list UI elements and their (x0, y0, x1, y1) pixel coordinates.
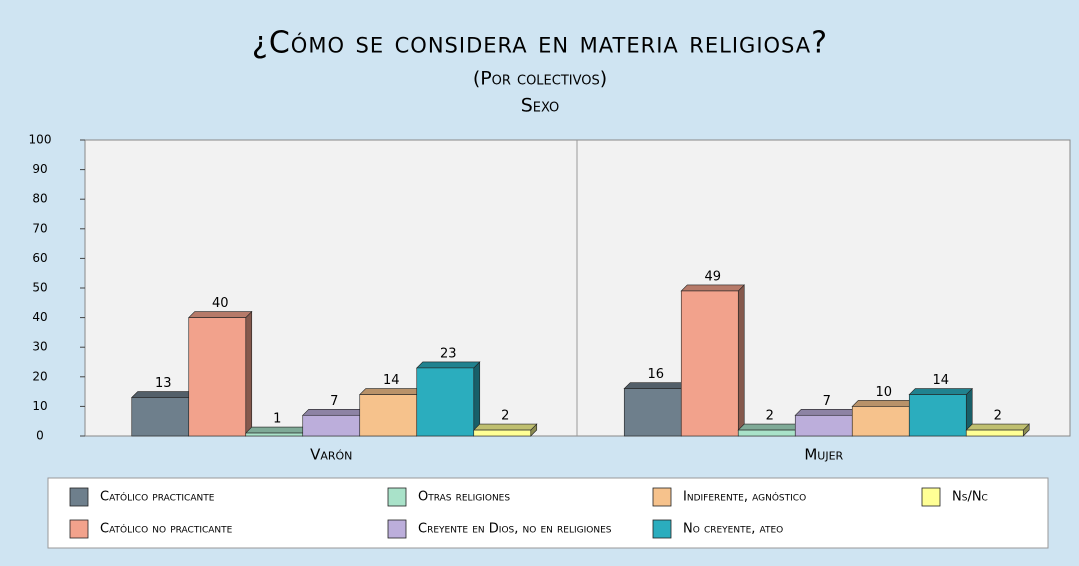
bar (680, 290, 739, 437)
x-tick-label: Varón (310, 446, 352, 464)
legend-swatch (387, 487, 407, 507)
legend-label: Otras religiones (418, 490, 510, 505)
y-tick-label: 80 (32, 192, 47, 206)
value-label: 40 (212, 296, 229, 311)
bar-top (359, 388, 424, 395)
value-label: 7 (823, 394, 831, 409)
bar-top (851, 400, 916, 407)
bar (965, 429, 1024, 437)
y-tick-label: 50 (32, 281, 47, 295)
bar-top (188, 311, 253, 318)
y-tick-label: 60 (32, 251, 47, 265)
value-label: 2 (766, 409, 774, 424)
bar (416, 367, 475, 437)
bar (131, 397, 190, 437)
y-tick-label: 0 (36, 429, 44, 443)
chart-title: ¿Cómo se considera en materia religiosa? (252, 26, 828, 61)
legend-swatch (652, 487, 672, 507)
y-tick-label: 90 (32, 162, 47, 176)
legend-label: Ns/Nc (952, 490, 988, 505)
bar (851, 406, 910, 437)
x-tick-label: Mujer (804, 446, 843, 464)
bar-top (623, 382, 688, 389)
y-tick-label: 100 (29, 133, 52, 147)
bar-side (245, 310, 253, 437)
legend-swatch (69, 519, 89, 539)
bar-top (680, 284, 745, 292)
value-label: 49 (704, 269, 721, 284)
legend-label: Católico no practicante (100, 522, 233, 537)
value-label: 14 (932, 373, 949, 388)
legend-label: Creyente en Dios, no en religiones (418, 522, 612, 537)
bar-top (473, 423, 538, 431)
bar-top (416, 361, 481, 369)
chart-subtitle: (Por colectivos) (473, 68, 607, 90)
value-label: 23 (440, 346, 457, 361)
y-tick-label: 70 (32, 221, 47, 235)
bar-top (737, 423, 802, 431)
x-axis-label: Sexo (521, 95, 560, 117)
bar (188, 317, 247, 437)
bar (245, 432, 304, 437)
legend-label: Indiferente, agnóstico (683, 490, 806, 505)
bar (623, 388, 682, 437)
y-tick-label: 20 (32, 369, 47, 383)
legend-label: No creyente, ateo (683, 522, 783, 537)
bar-top (302, 408, 367, 416)
bar-top (245, 426, 310, 434)
legend-label: Católico practicante (100, 490, 215, 505)
legend-swatch (387, 519, 407, 539)
bar (359, 394, 418, 437)
y-tick-label: 10 (32, 399, 47, 413)
value-label: 2 (994, 409, 1002, 424)
bar-top (965, 423, 1030, 431)
value-label: 2 (501, 409, 509, 424)
legend-swatch (652, 519, 672, 539)
bar (794, 414, 853, 437)
bar-side (737, 284, 745, 437)
legend (47, 477, 1049, 549)
bar (737, 429, 796, 437)
bar (302, 414, 361, 437)
bar (473, 429, 532, 437)
value-label: 7 (330, 394, 338, 409)
value-label: 1 (273, 412, 281, 427)
bar-top (908, 388, 973, 395)
y-tick-label: 40 (32, 310, 47, 324)
legend-swatch (69, 487, 89, 507)
bar-top (794, 408, 859, 416)
bar (908, 394, 967, 437)
y-tick-label: 30 (32, 340, 47, 354)
value-label: 14 (383, 373, 400, 388)
legend-swatch (921, 487, 941, 507)
bar-top (131, 391, 196, 398)
value-label: 16 (647, 367, 664, 382)
value-label: 13 (155, 376, 172, 391)
value-label: 10 (875, 385, 892, 400)
